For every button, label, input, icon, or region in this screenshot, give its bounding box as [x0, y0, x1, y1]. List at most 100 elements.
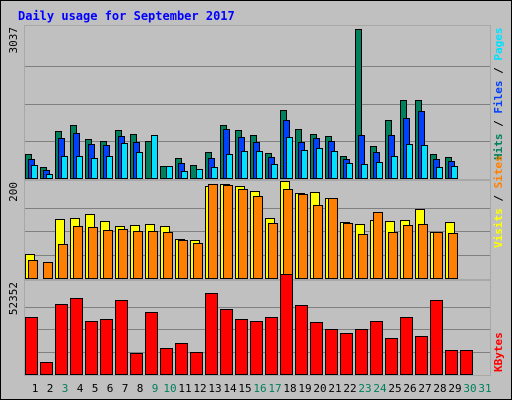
x-tick-label-day-27: 27: [418, 382, 431, 395]
bar-sites-day-26: [403, 225, 413, 279]
bar-kbytes-day-10: [160, 348, 173, 375]
bar-kbytes-day-18: [280, 274, 293, 375]
bar-pages-day-6: [106, 156, 113, 179]
bar-pages-day-23: [361, 164, 368, 179]
x-tick-label-day-9: 9: [152, 382, 159, 395]
bar-sites-day-9: [148, 231, 158, 279]
bar-sites-day-5: [88, 227, 98, 279]
axis-label-segment: KBytes: [492, 332, 505, 372]
axis-label-visits-sites: Visits / Sites: [492, 155, 505, 248]
x-tick-label-day-23: 23: [358, 382, 371, 395]
x-tick-label-day-5: 5: [92, 382, 99, 395]
bar-sites-day-23: [358, 234, 368, 279]
bar-pages-day-29: [451, 166, 458, 179]
bar-kbytes-day-9: [145, 312, 158, 375]
bar-sites-day-13: [208, 184, 218, 279]
bar-kbytes-day-14: [220, 309, 233, 375]
bar-sites-day-27: [418, 224, 428, 279]
bar-sites-day-1: [28, 260, 38, 279]
bar-sites-day-25: [388, 232, 398, 279]
bar-kbytes-day-22: [340, 333, 353, 375]
bar-pages-day-2: [46, 174, 53, 179]
bar-sites-day-22: [343, 223, 353, 279]
bar-pages-day-9: [151, 135, 158, 179]
bar-sites-day-29: [448, 233, 458, 279]
x-tick-label-day-6: 6: [107, 382, 114, 395]
bar-pages-day-21: [331, 151, 338, 179]
bar-sites-day-2: [43, 262, 53, 279]
bar-kbytes-day-12: [190, 352, 203, 375]
bar-kbytes-day-24: [370, 321, 383, 375]
bar-pages-day-26: [406, 144, 413, 179]
bar-sites-day-4: [73, 226, 83, 279]
x-tick-label-day-12: 12: [193, 382, 206, 395]
bar-sites-day-18: [283, 189, 293, 279]
bar-kbytes-day-2: [40, 362, 53, 375]
x-tick-label-day-19: 19: [298, 382, 311, 395]
bar-kbytes-day-27: [415, 336, 428, 375]
x-tick-label-day-20: 20: [313, 382, 326, 395]
axis-label-segment: Visits: [492, 208, 505, 248]
bar-kbytes-day-7: [115, 300, 128, 375]
bar-pages-day-11: [181, 171, 188, 179]
bar-hits-day-9: [145, 141, 152, 179]
bar-kbytes-day-17: [265, 317, 278, 375]
x-tick-label-day-17: 17: [268, 382, 281, 395]
bar-sites-day-19: [298, 194, 308, 279]
x-tick-label-day-1: 1: [32, 382, 39, 395]
x-tick-label-day-2: 2: [47, 382, 54, 395]
bar-sites-day-28: [433, 232, 443, 279]
x-tick-label-day-13: 13: [208, 382, 221, 395]
bar-kbytes-day-4: [70, 298, 83, 375]
x-tick-label-day-4: 4: [77, 382, 84, 395]
bar-pages-day-10: [166, 166, 173, 179]
axis-label-segment: Hits: [492, 134, 505, 161]
bar-pages-day-16: [256, 151, 263, 179]
x-tick-label-day-24: 24: [373, 382, 387, 395]
bar-sites-day-20: [313, 205, 323, 279]
bar-kbytes-day-29: [445, 350, 458, 375]
bar-sites-day-7: [118, 229, 128, 279]
bar-kbytes-day-16: [250, 321, 263, 375]
bar-pages-day-4: [76, 156, 83, 179]
bar-kbytes-day-28: [430, 300, 443, 375]
x-tick-label-day-28: 28: [433, 382, 446, 395]
bar-sites-day-6: [103, 230, 113, 279]
bar-kbytes-day-8: [130, 353, 143, 375]
bar-kbytes-day-19: [295, 305, 308, 375]
bar-kbytes-day-1: [25, 317, 38, 375]
y-max-label-visits-sites: 200: [7, 182, 20, 202]
bar-sites-day-14: [223, 185, 233, 279]
y-max-label-kbytes: 52352: [7, 282, 20, 315]
bar-kbytes-day-21: [325, 329, 338, 375]
x-tick-label-day-3: 3: [62, 382, 69, 395]
x-tick-label-day-7: 7: [122, 382, 129, 395]
bar-kbytes-day-26: [400, 317, 413, 375]
bar-sites-day-11: [178, 240, 188, 279]
x-tick-label-day-16: 16: [253, 382, 266, 395]
bar-sites-day-24: [373, 212, 383, 279]
chart-title: Daily usage for September 2017: [18, 9, 235, 23]
bar-pages-day-12: [196, 169, 203, 179]
x-tick-label-day-15: 15: [238, 382, 251, 395]
bar-pages-day-17: [271, 164, 278, 179]
x-tick-label-day-29: 29: [448, 382, 461, 395]
bar-pages-day-15: [241, 151, 248, 179]
y-max-label-hits-files-pages: 3037: [7, 27, 20, 54]
bar-pages-day-27: [421, 145, 428, 179]
bar-sites-day-10: [163, 232, 173, 279]
axis-label-segment: Sites: [492, 155, 505, 188]
bar-kbytes-day-25: [385, 338, 398, 375]
x-tick-label-day-21: 21: [328, 382, 341, 395]
bar-pages-day-28: [436, 167, 443, 179]
bar-pages-day-22: [346, 163, 353, 179]
bar-kbytes-day-3: [55, 304, 68, 375]
bar-sites-day-16: [253, 196, 263, 279]
axis-label-segment: /: [492, 188, 505, 208]
bar-sites-day-21: [328, 198, 338, 279]
axis-label-kbytes: KBytes: [492, 332, 505, 372]
bar-sites-day-15: [238, 189, 248, 279]
bar-sites-day-8: [133, 231, 143, 279]
bar-pages-day-8: [136, 152, 143, 179]
